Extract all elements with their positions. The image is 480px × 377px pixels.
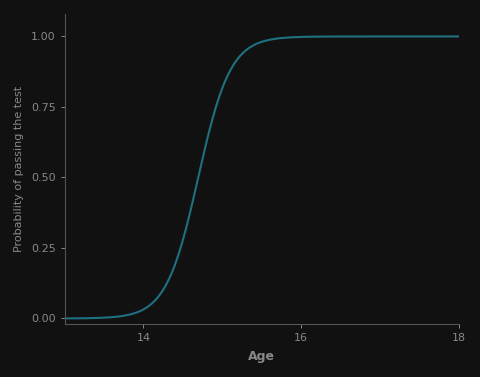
X-axis label: Age: Age [248,350,276,363]
Y-axis label: Probability of passing the test: Probability of passing the test [14,86,24,252]
